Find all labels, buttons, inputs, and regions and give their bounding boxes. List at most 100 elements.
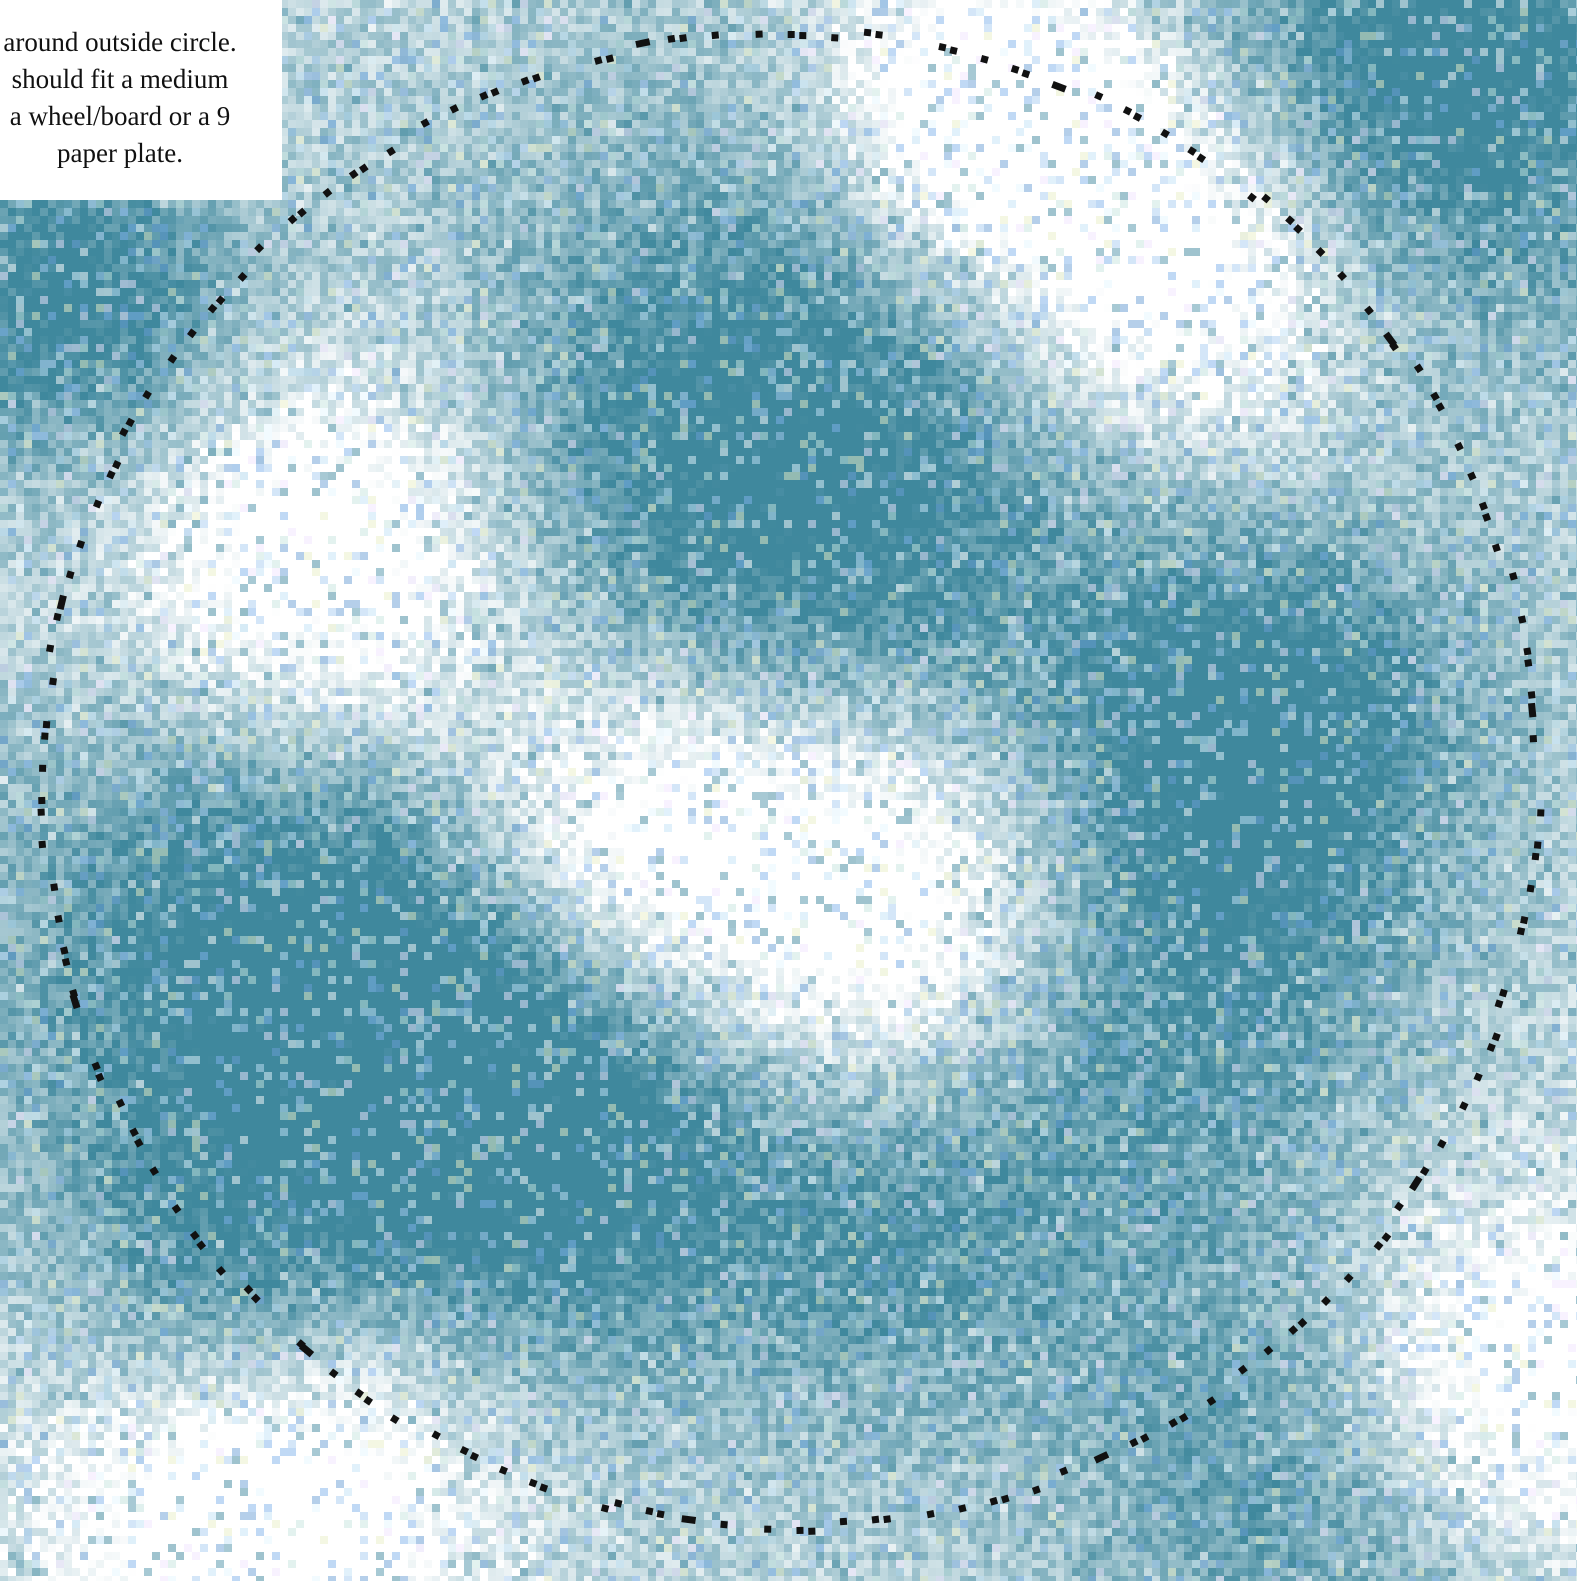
cut-line-dot <box>296 1339 306 1350</box>
cut-line-dot <box>1139 1433 1150 1443</box>
cut-line-dot <box>1491 543 1501 553</box>
cut-line-dot <box>1031 1485 1041 1495</box>
cut-line-dot <box>38 840 47 849</box>
cut-line-dot <box>1533 841 1542 849</box>
cut-line-dot <box>1160 128 1170 139</box>
cut-line-dot <box>1524 658 1533 667</box>
cut-line-dot <box>389 1414 400 1425</box>
cut-line-dot <box>1473 1072 1483 1082</box>
cut-line-dot <box>1337 271 1348 281</box>
cut-line-dot <box>1527 691 1536 699</box>
cut-line-dot <box>490 87 500 97</box>
cut-line-dot <box>119 427 129 437</box>
cut-line-dot <box>1491 1032 1501 1042</box>
cut-line-dot <box>479 91 489 101</box>
cut-line-dot <box>1364 305 1374 316</box>
cut-line-dot <box>645 1507 654 1516</box>
cut-line-dot <box>764 1525 772 1533</box>
cut-line-dot <box>787 30 795 39</box>
cut-line-dot <box>49 677 57 686</box>
cut-line-dot <box>1247 192 1257 203</box>
cut-line-dot <box>875 30 883 39</box>
cut-line-dot <box>354 1388 365 1399</box>
cut-line-dot <box>134 1138 144 1148</box>
cut-line-dot <box>1010 64 1020 74</box>
cut-line-dot <box>539 1483 549 1493</box>
cut-line-dot <box>1435 402 1445 412</box>
cut-line-dot <box>1499 988 1508 998</box>
cut-line-dot <box>1094 91 1104 101</box>
cut-line-dot <box>600 1504 610 1513</box>
cut-line-dot <box>1409 1175 1423 1192</box>
cut-line-dot <box>498 1465 509 1475</box>
cut-line-dot <box>449 104 459 114</box>
cut-line-dot <box>1437 1139 1447 1149</box>
cut-line-dot <box>328 1368 339 1379</box>
cut-line-dot <box>1168 1418 1179 1428</box>
cut-line-dot <box>1021 69 1031 79</box>
cut-line-dot <box>65 570 75 580</box>
cut-line-dot <box>196 1240 207 1251</box>
cut-line-dot <box>656 1510 665 1519</box>
cut-line-dot <box>958 1504 967 1513</box>
cut-line-dot <box>187 328 197 339</box>
cut-line-dot <box>112 460 122 470</box>
cut-line-dot <box>605 54 615 63</box>
cut-line-dot <box>1520 916 1529 925</box>
cut-line-dot <box>42 720 51 729</box>
cut-line-dot <box>1000 1494 1010 1504</box>
cut-line-dot <box>296 207 307 218</box>
cut-line-dot <box>681 1515 697 1524</box>
cut-line-dot <box>980 55 989 64</box>
cut-line-dot <box>1509 571 1518 581</box>
cut-line-dot <box>1528 702 1537 718</box>
cut-line-dot <box>129 1127 139 1137</box>
cut-line-dot <box>125 417 135 428</box>
cut-line-dot <box>254 243 265 254</box>
cut-line-dot <box>1206 1396 1217 1406</box>
cut-line-dot <box>1261 193 1271 204</box>
cut-line-dot <box>56 594 67 610</box>
cut-line-dot <box>207 303 218 314</box>
cut-line-dot <box>667 34 676 43</box>
cut-line-dot <box>1531 852 1540 861</box>
cut-line-dot <box>1263 1345 1274 1356</box>
cut-line-dot <box>469 1451 480 1462</box>
cut-line-dot <box>871 1515 880 1524</box>
cut-line-dot <box>938 43 947 52</box>
cut-line-dot <box>883 1515 892 1524</box>
cut-line-dot <box>1381 1232 1392 1243</box>
cut-line-dot <box>50 883 59 892</box>
cut-line-dot <box>531 73 541 83</box>
cut-line-dot <box>53 612 62 622</box>
cut-line-dot <box>171 1204 182 1214</box>
cut-line-dot <box>1343 1273 1354 1284</box>
cut-line-dot <box>1454 441 1464 452</box>
cut-line-dot <box>1315 247 1326 257</box>
cut-line-dot <box>1285 215 1295 226</box>
cut-line-dot <box>1516 927 1526 936</box>
cut-line-dot <box>54 914 63 924</box>
cut-line-dot <box>635 38 651 48</box>
cut-line-dot <box>69 993 81 1010</box>
cut-line-dot <box>1288 1325 1299 1336</box>
cut-line-dot <box>1478 501 1488 511</box>
cut-line-dot <box>37 808 45 816</box>
cut-line-dot <box>1523 647 1532 656</box>
cut-line-dot <box>1394 1201 1404 1212</box>
cut-line-dot <box>1482 512 1492 522</box>
cut-line-dot <box>594 56 603 65</box>
cut-line-dot <box>614 1499 623 1508</box>
cut-line-dot <box>142 390 152 400</box>
cut-line-dot <box>61 957 71 967</box>
cut-line-dot <box>796 1526 804 1534</box>
cut-line-dot <box>237 271 248 282</box>
cut-line-dot <box>839 1517 848 1526</box>
cut-line-dot <box>1093 1451 1110 1464</box>
cut-line-dot <box>41 732 49 740</box>
cut-line-dot <box>431 1430 441 1440</box>
cut-line-dot <box>250 1293 261 1304</box>
cut-line-dot <box>189 1230 200 1241</box>
